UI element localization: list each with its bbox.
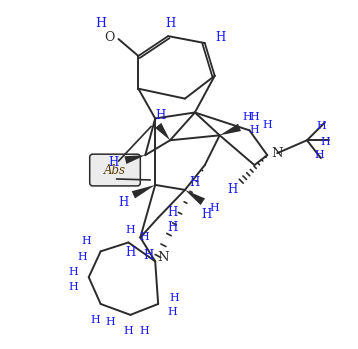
Text: H: H xyxy=(216,31,226,44)
Text: H: H xyxy=(124,326,133,336)
Text: H: H xyxy=(227,183,238,196)
Text: H: H xyxy=(167,221,177,234)
Text: H: H xyxy=(68,267,78,277)
Text: O: O xyxy=(105,31,115,44)
Text: H: H xyxy=(91,315,101,325)
FancyBboxPatch shape xyxy=(90,154,140,186)
Text: H: H xyxy=(169,293,179,303)
Text: N: N xyxy=(271,147,283,160)
Text: H: H xyxy=(262,120,272,131)
Text: Abs: Abs xyxy=(103,164,126,177)
Polygon shape xyxy=(125,155,145,164)
Text: H: H xyxy=(106,317,115,327)
Text: N: N xyxy=(157,251,169,264)
Text: H: H xyxy=(95,17,106,30)
Text: H: H xyxy=(78,252,88,262)
Text: H: H xyxy=(316,121,326,131)
Polygon shape xyxy=(155,123,170,140)
Text: H: H xyxy=(167,307,177,317)
Polygon shape xyxy=(132,185,155,199)
Polygon shape xyxy=(220,124,241,135)
Text: H: H xyxy=(190,177,200,190)
Text: H: H xyxy=(243,112,252,122)
Text: H: H xyxy=(250,125,259,135)
Text: H: H xyxy=(143,249,153,262)
Text: H: H xyxy=(108,156,118,169)
Text: H: H xyxy=(167,206,177,219)
Text: H: H xyxy=(314,150,324,160)
Text: H: H xyxy=(202,208,212,221)
Text: H: H xyxy=(155,109,165,122)
Text: H: H xyxy=(118,196,129,209)
Text: H: H xyxy=(126,224,135,235)
Polygon shape xyxy=(185,190,205,205)
Text: H: H xyxy=(139,232,149,243)
Text: H: H xyxy=(82,237,92,246)
Text: H: H xyxy=(139,326,149,336)
Text: H: H xyxy=(210,203,219,213)
Text: H: H xyxy=(165,17,175,30)
Text: H: H xyxy=(68,282,78,292)
Text: H: H xyxy=(320,137,330,147)
Text: H: H xyxy=(250,112,259,122)
Text: H: H xyxy=(125,246,136,259)
